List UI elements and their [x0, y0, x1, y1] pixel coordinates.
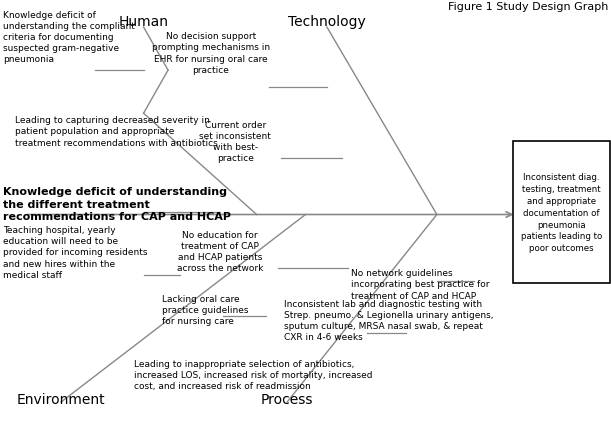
Text: Knowledge deficit of
understanding the compliant
criteria for documenting
suspec: Knowledge deficit of understanding the c… — [3, 11, 135, 64]
Text: No network guidelines
incorporating best practice for
treatment of CAP and HCAP: No network guidelines incorporating best… — [351, 269, 490, 300]
Text: Teaching hospital, yearly
education will need to be
provided for incoming reside: Teaching hospital, yearly education will… — [3, 226, 147, 279]
Text: Knowledge deficit of understanding
the different treatment
recommendations for C: Knowledge deficit of understanding the d… — [3, 187, 231, 222]
Text: Process: Process — [261, 393, 313, 406]
Text: Leading to capturing decreased severity in
patient population and appropriate
tr: Leading to capturing decreased severity … — [15, 116, 218, 147]
Text: Inconsistent lab and diagnostic testing with
Strep. pneumo. & Legionella urinary: Inconsistent lab and diagnostic testing … — [284, 299, 494, 341]
Text: Leading to inappropriate selection of antibiotics,
increased LOS, increased risk: Leading to inappropriate selection of an… — [134, 359, 373, 390]
Text: No education for
treatment of CAP
and HCAP patients
across the network: No education for treatment of CAP and HC… — [177, 230, 263, 272]
Text: Lacking oral care
practice guidelines
for nursing care: Lacking oral care practice guidelines fo… — [162, 295, 249, 326]
Text: Figure 1 Study Design Graph: Figure 1 Study Design Graph — [448, 2, 608, 12]
Text: Environment: Environment — [16, 393, 106, 406]
Text: Current order
set inconsistent
with best-
practice: Current order set inconsistent with best… — [199, 120, 271, 163]
FancyBboxPatch shape — [513, 142, 610, 284]
Text: Technology: Technology — [288, 15, 366, 29]
Text: Inconsistent diag.
testing, treatment
and appropriate
documentation of
pneumonia: Inconsistent diag. testing, treatment an… — [521, 173, 602, 253]
Text: No decision support
prompting mechanisms in
EHR for nursing oral care
practice: No decision support prompting mechanisms… — [152, 32, 270, 74]
Text: Human: Human — [119, 15, 169, 29]
